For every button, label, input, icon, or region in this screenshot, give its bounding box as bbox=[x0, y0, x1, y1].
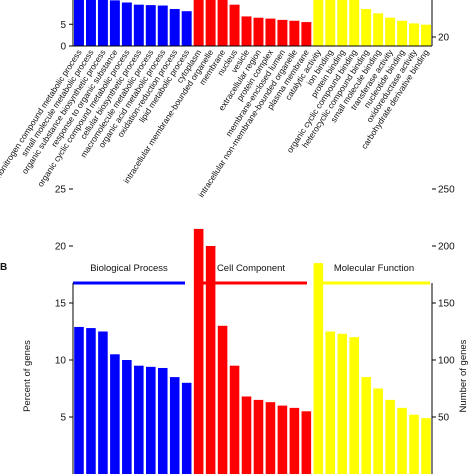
panel-b-group-label-0: Biological Process bbox=[90, 263, 168, 274]
panel-a-bar-28 bbox=[409, 23, 420, 46]
panel-b-bar-28 bbox=[409, 414, 419, 474]
panel-b-bar-23 bbox=[349, 337, 359, 474]
panel-b-bar-29 bbox=[421, 418, 431, 474]
panel-b-bar-22 bbox=[337, 333, 348, 474]
panel-a-right-tick-label-0: 20 bbox=[438, 33, 450, 44]
panel-a-bar-6 bbox=[145, 5, 156, 46]
panel-b-bar-18 bbox=[289, 407, 300, 474]
panel-b-bar-6 bbox=[146, 366, 156, 474]
panel-b-left-tick-label-3: 10 bbox=[55, 356, 67, 367]
panel-b-bar-2 bbox=[98, 331, 108, 474]
panel-b-bar-5 bbox=[134, 365, 144, 474]
panel-b-right-tick-label-1: 200 bbox=[438, 242, 455, 253]
panel-b-bar-21 bbox=[325, 331, 336, 474]
panel-a-bar-22 bbox=[337, 0, 348, 46]
panel-a-bar-25 bbox=[373, 13, 384, 46]
panel-b-bar-16 bbox=[265, 402, 276, 474]
panel-a-bar-7 bbox=[157, 5, 168, 47]
panel-b-bar-27 bbox=[397, 407, 407, 474]
panel-b-right-tick-label-0: 250 bbox=[438, 185, 455, 196]
panel-a-bar-23 bbox=[349, 0, 360, 46]
panel-b-bar-7 bbox=[157, 367, 168, 474]
panel-a-bar-16 bbox=[265, 18, 276, 46]
panel-a-bar-0 bbox=[74, 0, 84, 46]
panel-a-bar-8 bbox=[169, 9, 180, 46]
panel-b-label: B bbox=[0, 262, 7, 273]
panel-a-bar-29 bbox=[421, 24, 431, 46]
panel-a-bar-14 bbox=[241, 16, 252, 46]
panel-b-bar-3 bbox=[110, 354, 120, 474]
panel-a-bar-1 bbox=[85, 0, 96, 46]
panel-a-bar-12 bbox=[217, 0, 228, 46]
panel-b-bar-17 bbox=[277, 405, 288, 474]
panel-b-bar-24 bbox=[361, 377, 371, 474]
panel-b-chart: B Biological Process Cell Component Molecul… bbox=[0, 185, 469, 474]
panel-b-right-axis-title: Number of genes bbox=[458, 339, 469, 412]
panel-b-right-tick-label-2: 150 bbox=[438, 299, 455, 310]
panel-a-bar-21 bbox=[325, 0, 336, 46]
panel-b-bar-4 bbox=[122, 360, 132, 474]
panel-a-bar-13 bbox=[229, 4, 240, 47]
panel-b-bar-14 bbox=[241, 396, 252, 474]
panel-b-bar-1 bbox=[86, 328, 96, 474]
panel-b-bar-12 bbox=[217, 325, 228, 474]
panel-a-bar-17 bbox=[277, 19, 288, 46]
panel-a-bar-26 bbox=[385, 17, 396, 46]
panel-a-bar-27 bbox=[397, 20, 408, 46]
panel-a-left-tick-label-0: 0 bbox=[60, 42, 66, 53]
panel-b-left-tick-label-1: 20 bbox=[55, 242, 67, 253]
panel-a-bar-5 bbox=[133, 4, 144, 47]
panel-b-right-tick-label-3: 100 bbox=[438, 356, 455, 367]
panel-b-bar-15 bbox=[253, 399, 264, 474]
panel-b-bar-0 bbox=[74, 326, 84, 474]
panel-b-left-tick-label-0: 25 bbox=[55, 185, 67, 196]
panel-b-group-label-1: Cell Component bbox=[217, 263, 285, 274]
panel-b-left-axis-title: Percent of genes bbox=[22, 340, 33, 412]
panel-a-bar-3 bbox=[109, 0, 120, 46]
panel-a-bar-18 bbox=[289, 20, 300, 46]
panel-a-bar-4 bbox=[121, 2, 132, 46]
panel-a-bar-20 bbox=[313, 0, 324, 46]
panel-b-bar-10 bbox=[193, 228, 204, 474]
panel-a-bar-11 bbox=[205, 0, 216, 46]
panel-b-left-tick-label-2: 15 bbox=[55, 299, 67, 310]
panel-a-bar-15 bbox=[253, 17, 264, 46]
panel-b-bar-20 bbox=[313, 263, 324, 474]
panel-b-bar-19 bbox=[301, 411, 312, 474]
panel-a-bar-19 bbox=[301, 22, 312, 46]
panel-a-left-tick-label-1: 5 bbox=[60, 20, 66, 31]
panel-b-bar-9 bbox=[181, 382, 192, 474]
panel-b-bar-8 bbox=[169, 377, 180, 474]
panel-a-bar-24 bbox=[361, 9, 372, 46]
panel-a-bar-2 bbox=[97, 0, 108, 46]
panel-a-bar-10 bbox=[193, 0, 204, 46]
panel-b-bar-13 bbox=[229, 365, 240, 474]
panel-b-group-label-2: Molecular Function bbox=[334, 263, 414, 274]
panel-b-bar-11 bbox=[205, 246, 216, 474]
panel-b-right-tick-label-4: 50 bbox=[438, 413, 450, 424]
panel-b-bar-25 bbox=[373, 388, 383, 474]
panel-b-left-tick-label-4: 5 bbox=[60, 413, 66, 424]
panel-b-bar-26 bbox=[385, 399, 395, 474]
panel-a-bar-9 bbox=[181, 11, 192, 46]
